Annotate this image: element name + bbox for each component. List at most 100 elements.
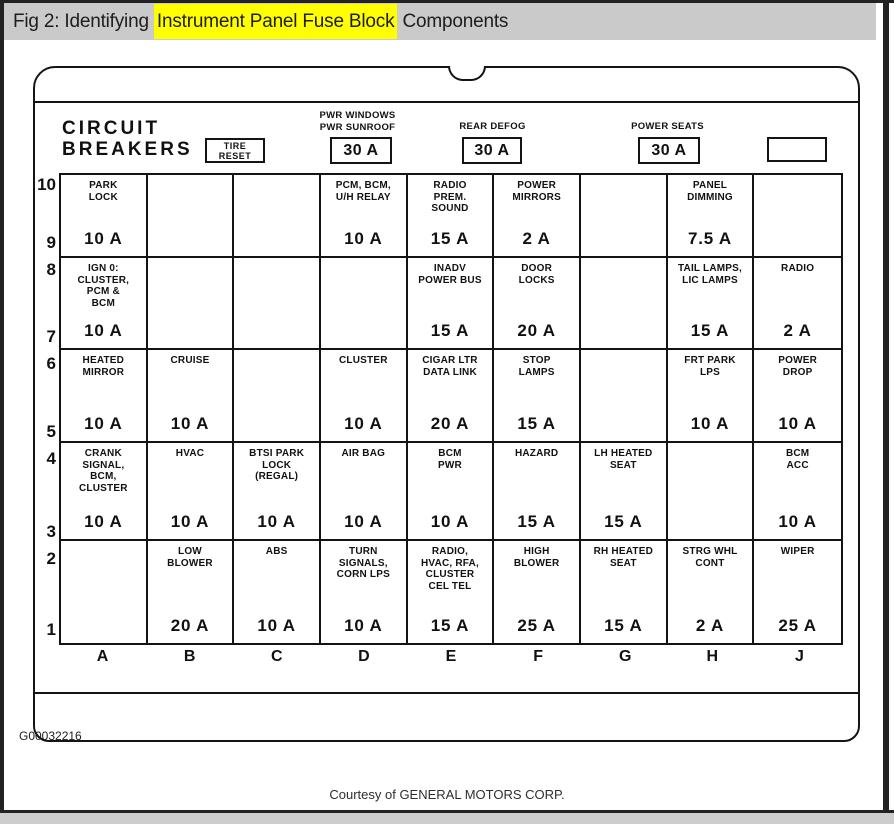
fuse-label: BCM PWR — [438, 448, 462, 471]
fuse-cell-E-5: RADIO, HVAC, RFA, CLUSTER CEL TEL 15 A — [408, 541, 495, 643]
fuse-cell-F-5: HIGH BLOWER 25 A — [494, 541, 581, 643]
fuse-cell-F-4: HAZARD 15 A — [494, 443, 581, 541]
fuse-amperage: 10 A — [257, 616, 296, 635]
fuse-amperage: 10 A — [778, 512, 817, 531]
fuse-cell-C-3 — [234, 350, 321, 443]
fuse-label: LOW BLOWER — [167, 546, 213, 569]
fuse-amperage: 25 A — [517, 616, 556, 635]
fuse-amperage: 15 A — [430, 321, 470, 340]
window-border-right — [883, 0, 889, 813]
fuse-amperage: 15 A — [604, 512, 643, 531]
column-letter: G — [618, 648, 632, 665]
fuse-cell-G-4: LH HEATED SEAT 15 A — [580, 443, 668, 541]
fuse-amperage: 10 A — [84, 321, 123, 340]
fuse-label: RADIO, HVAC, RFA, CLUSTER CEL TEL — [421, 546, 479, 592]
fuse-amperage: 10 A — [170, 512, 210, 531]
row-number: 8 — [46, 260, 56, 279]
figure-title-bar: Fig 2: Identifying Instrument Panel Fuse… — [4, 3, 876, 40]
fuse-cell-H-5: STRG WHL CONT 2 A — [668, 541, 755, 643]
fuse-cell-A-2: IGN 0: CLUSTER, PCM & BCM 10 A — [61, 258, 148, 350]
fuse-cell-B-1 — [147, 175, 235, 258]
fuse-cell-A-1: PARK LOCK 10 A — [61, 175, 148, 258]
window-border-left — [0, 0, 4, 813]
fuse-label: RADIO — [781, 263, 815, 274]
fuse-label: IGN 0: CLUSTER, PCM & BCM — [77, 263, 130, 309]
fuse-label: STRG WHL CONT — [682, 546, 738, 569]
row-number: 1 — [46, 620, 56, 639]
fuse-amperage: 10 A — [778, 414, 817, 433]
fuse-cell-F-2: DOOR LOCKS 20 A — [494, 258, 581, 350]
fuse-label: INADV POWER BUS — [418, 263, 482, 286]
fuse-amperage: 10 A — [344, 512, 383, 531]
fuse-label: TURN SIGNALS, CORN LPS — [336, 546, 390, 580]
row-number-pair: 10 9 — [35, 173, 56, 258]
breaker-label-pwr-windows: PWR WINDOWS PWR SUNROOF — [319, 110, 396, 133]
fuse-amperage: 10 A — [344, 229, 383, 248]
fuse-label: BTSI PARK LOCK (REGAL) — [249, 448, 305, 482]
fuse-cell-D-4: AIR BAG 10 A — [320, 443, 408, 541]
row-number: 3 — [46, 522, 56, 541]
circuit-breakers-label: CIRCUIT BREAKERS — [62, 118, 193, 160]
breaker-label-power-seats: POWER SEATS — [631, 121, 704, 132]
fuse-cell-G-1 — [580, 175, 668, 258]
row-number: 4 — [46, 449, 56, 468]
fuse-label: PCM, BCM, U/H RELAY — [335, 180, 391, 203]
fuse-cell-F-1: POWER MIRRORS 2 A — [494, 175, 581, 258]
breaker-label-rear-defog: REAR DEFOG — [459, 121, 526, 132]
fuse-cell-H-2: TAIL LAMPS, LIC LAMPS 15 A — [667, 258, 755, 350]
fuse-label: STOP LAMPS — [518, 355, 555, 378]
courtesy-note: Courtesy of GENERAL MOTORS CORP. — [329, 787, 565, 802]
column-letter: C — [270, 648, 283, 665]
fuse-cell-C-2 — [234, 258, 321, 350]
fuse-cell-F-3: STOP LAMPS 15 A — [494, 350, 581, 443]
fuse-amperage: 15 A — [690, 321, 730, 340]
fuse-label: WIPER — [780, 546, 815, 557]
row-number: 7 — [46, 327, 56, 346]
column-letter: E — [445, 648, 457, 665]
column-letter: B — [183, 648, 196, 665]
column-letter: A — [96, 648, 109, 665]
fuse-label: BCM ACC — [785, 448, 810, 471]
fuse-cell-H-1: PANEL DIMMING 7.5 A — [667, 175, 755, 258]
row-number: 10 — [37, 175, 56, 194]
fuse-label: HVAC — [175, 448, 205, 459]
fuse-label: RH HEATED SEAT — [593, 546, 654, 569]
fuse-amperage: 15 A — [517, 512, 556, 531]
fuse-amperage: 10 A — [344, 414, 383, 433]
fuse-amperage: 2 A — [783, 321, 812, 340]
figure-title-suffix: Components — [397, 10, 509, 32]
fuse-label: PANEL DIMMING — [687, 180, 733, 203]
breaker-box-spare — [767, 137, 827, 162]
fuse-amperage: 10 A — [84, 414, 123, 433]
fuse-amperage: 20 A — [517, 321, 556, 340]
fuse-cell-D-5: TURN SIGNALS, CORN LPS 10 A — [321, 541, 408, 643]
fuse-amperage: 15 A — [604, 616, 643, 635]
fuse-cell-A-4: CRANK SIGNAL, BCM, CLUSTER 10 A — [61, 443, 148, 541]
fuse-cell-J-1 — [754, 175, 841, 258]
fuse-cell-C-5: ABS 10 A — [234, 541, 321, 643]
window-border-bottom — [0, 810, 894, 813]
figure-id: G00032216 — [19, 729, 82, 743]
fuse-cell-D-2 — [320, 258, 408, 350]
fuse-amperage: 7.5 A — [687, 229, 732, 248]
fuse-label: CRUISE — [170, 355, 210, 366]
fuse-label: AIR BAG — [341, 448, 386, 459]
fuse-label: RADIO PREM. SOUND — [431, 180, 469, 214]
fuse-cell-J-2: RADIO 2 A — [754, 258, 841, 350]
fuse-amperage: 10 A — [170, 414, 210, 433]
fuse-cell-J-3: POWER DROP 10 A — [754, 350, 841, 443]
row-number: 2 — [46, 549, 56, 568]
breaker-box-pwr-windows: 30 A — [330, 137, 392, 164]
figure-title: Fig 2: Identifying Instrument Panel Fuse… — [4, 3, 509, 39]
fuse-amperage: 10 A — [257, 512, 296, 531]
fuse-cell-B-2 — [147, 258, 235, 350]
row-numbers: 10 9 8 7 6 5 4 3 2 1 — [35, 173, 56, 645]
fuse-cell-G-5: RH HEATED SEAT 15 A — [581, 541, 668, 643]
fuse-amperage: 15 A — [430, 229, 470, 248]
fuse-cell-A-3: HEATED MIRROR 10 A — [61, 350, 148, 443]
fuse-block-top-notch — [448, 66, 486, 81]
figure-title-highlight: Instrument Panel Fuse Block — [153, 3, 398, 39]
fuse-label: TAIL LAMPS, LIC LAMPS — [677, 263, 743, 286]
